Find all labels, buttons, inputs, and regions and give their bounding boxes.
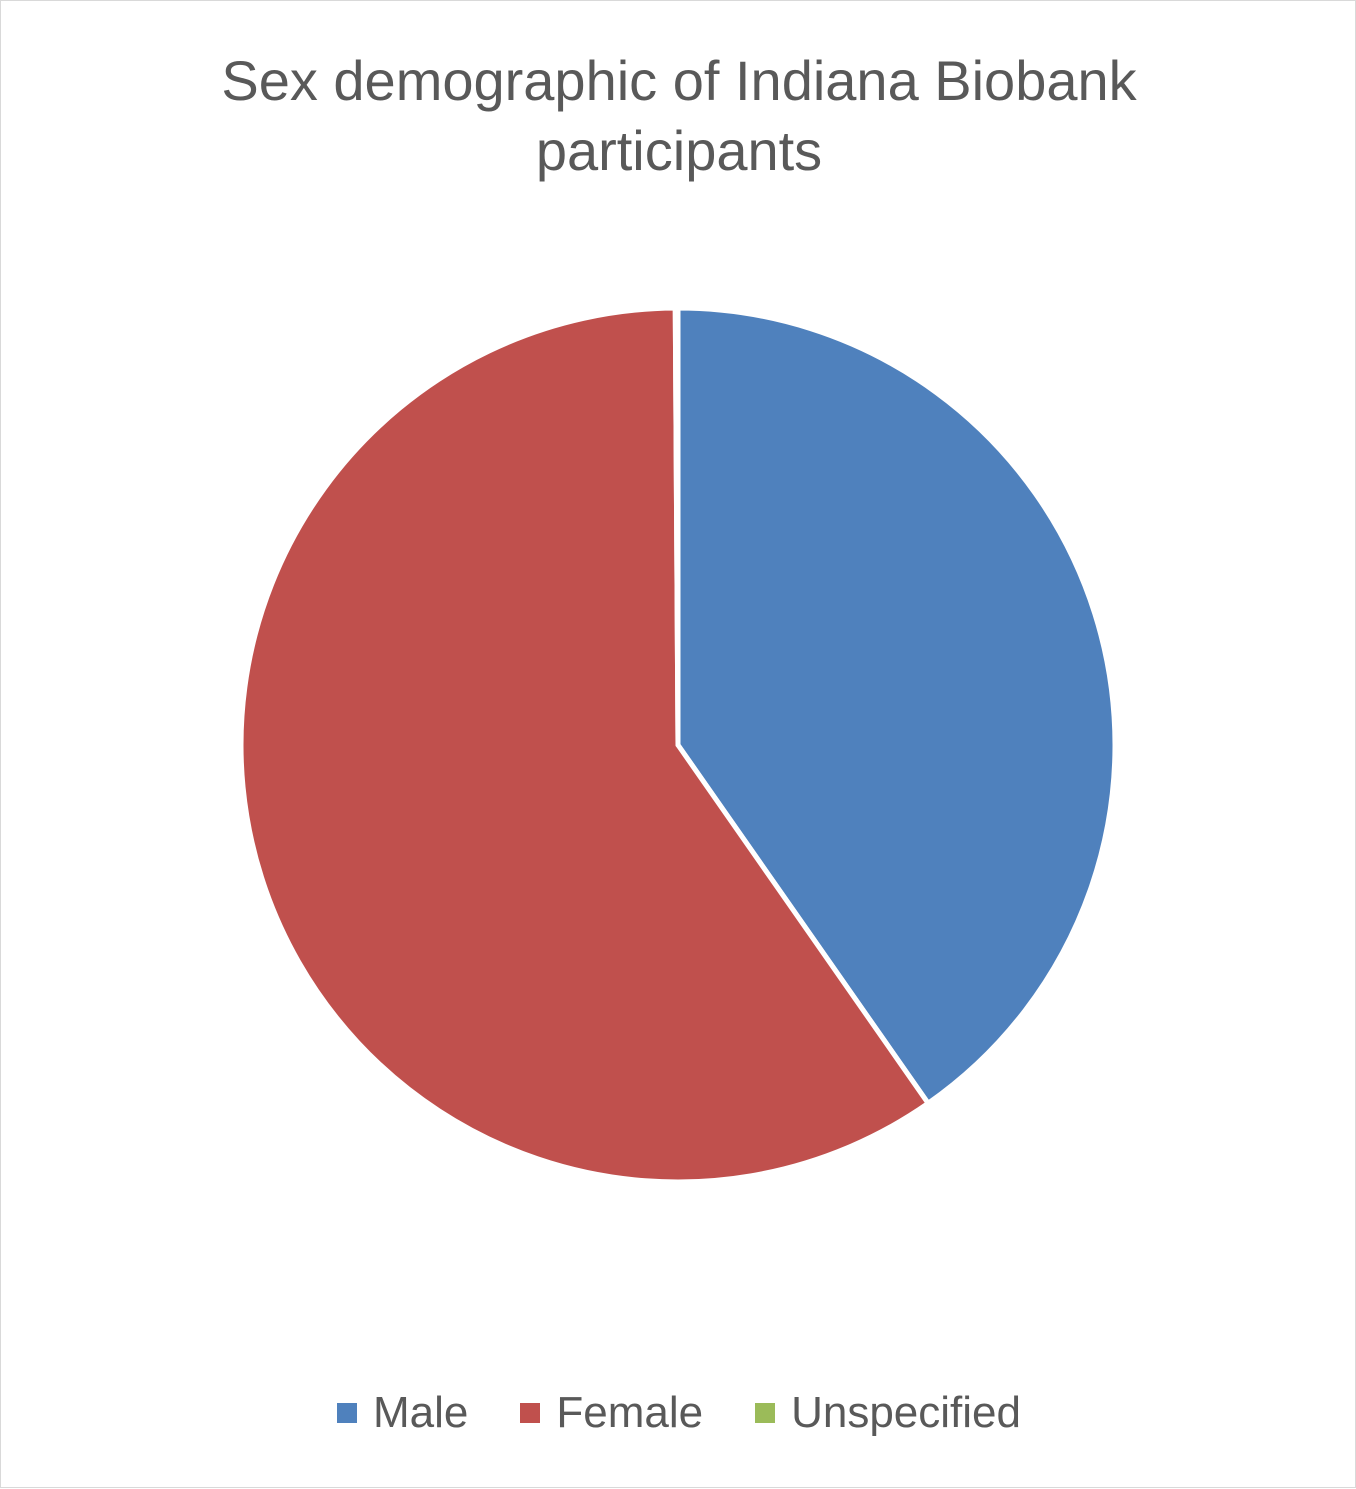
legend-item-female: Female <box>520 1385 703 1441</box>
legend-label-female: Female <box>556 1388 704 1437</box>
chart-title: Sex demographic of Indiana Biobank parti… <box>221 49 1137 182</box>
legend-item-male: Male <box>337 1385 468 1441</box>
pie-slice-female <box>238 305 931 1185</box>
legend-label-male: Male <box>373 1388 469 1437</box>
legend: Male Female Unspecified <box>1 1385 1356 1441</box>
legend-item-unspecified: Unspecified <box>755 1385 1021 1441</box>
pie-slice-unspecified <box>672 305 681 748</box>
pie-slice-male <box>675 305 1118 1106</box>
legend-swatch-male <box>337 1403 357 1423</box>
legend-label-unspecified: Unspecified <box>791 1388 1021 1437</box>
legend-swatch-unspecified <box>755 1403 776 1423</box>
legend-swatch-female <box>520 1403 541 1423</box>
